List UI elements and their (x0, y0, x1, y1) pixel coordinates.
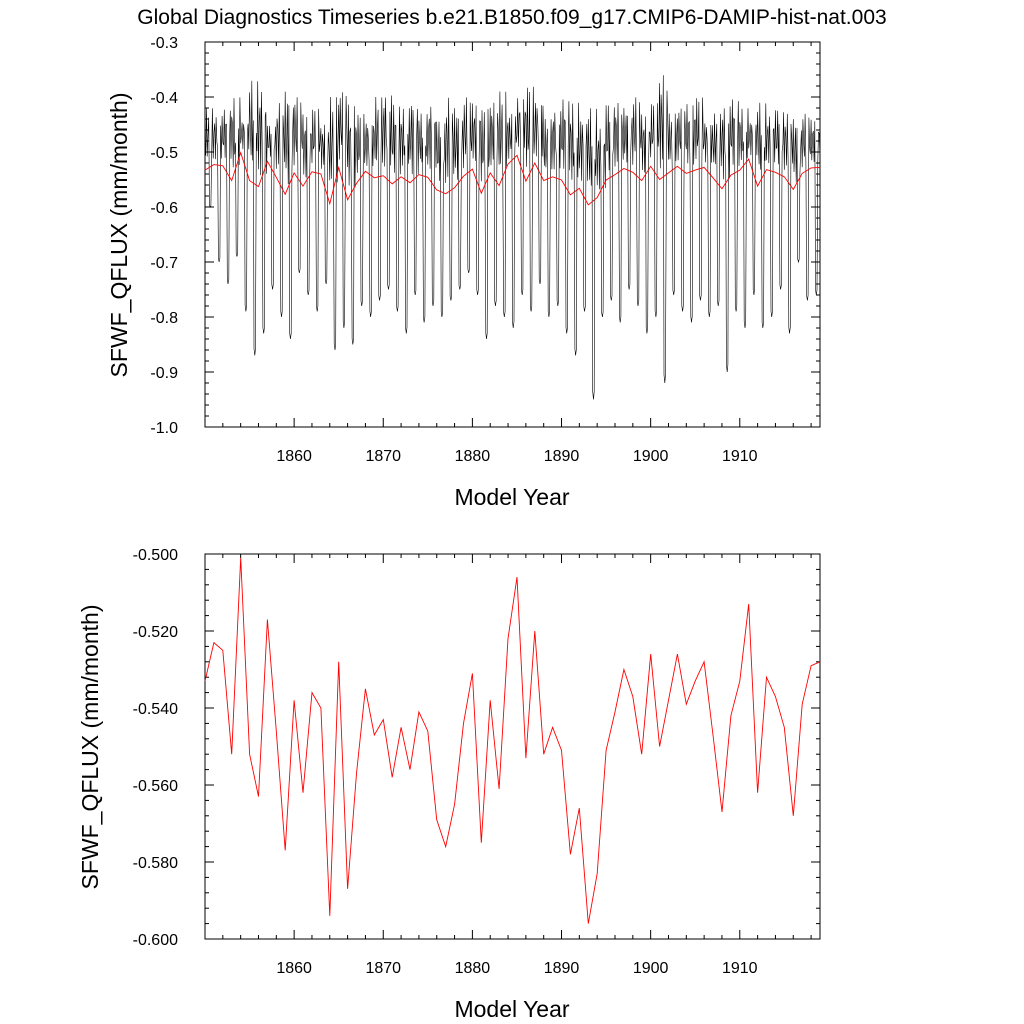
top-x-tick-label: 1870 (365, 448, 401, 465)
bottom-x-tick-label: 1860 (276, 960, 312, 977)
bottom-ticks: 1860 1870 1880 1890 1900 1910 -0.500 -0.520 -0.5… (133, 547, 820, 977)
bottom-y-tick-label: -0.580 (133, 855, 178, 872)
top-x-tick-label: 1890 (544, 448, 580, 465)
bottom-y-axis-title: SFWF_QFLUX (mm/month) (77, 605, 103, 890)
bottom-x-tick-label: 1890 (544, 960, 580, 977)
top-x-tick-label: 1880 (455, 448, 491, 465)
bottom-x-tick-label: 1880 (455, 960, 491, 977)
top-y-tick-label: -0.8 (150, 310, 178, 327)
annual-mean-line (204, 557, 821, 924)
top-panel: 1860 1870 1880 1890 1900 1910 -0.3 -0.4 -0.5 -0.6… (106, 35, 821, 510)
bottom-y-tick-label: -0.600 (133, 932, 178, 949)
top-y-tick-label: -1.0 (150, 420, 178, 437)
top-y-tick-label: -0.4 (150, 90, 178, 107)
bottom-panel: 1860 1870 1880 1890 1900 1910 -0.500 -0.520 -0.5… (77, 547, 821, 1022)
top-ticks: 1860 1870 1880 1890 1900 1910 -0.3 -0.4 -0.5 -0.6… (150, 35, 820, 465)
monthly-line (204, 75, 821, 400)
top-y-tick-label: -0.9 (150, 365, 178, 382)
annual-mean-line (204, 151, 821, 206)
top-x-axis-title: Model Year (454, 484, 569, 510)
bottom-y-tick-label: -0.520 (133, 624, 178, 641)
top-y-axis-title: SFWF_QFLUX (mm/month) (106, 93, 132, 378)
bottom-y-tick-label: -0.560 (133, 778, 178, 795)
top-y-tick-label: -0.7 (150, 255, 178, 272)
top-x-tick-label: 1860 (276, 448, 312, 465)
top-y-tick-label: -0.6 (150, 200, 178, 217)
bottom-series (204, 557, 821, 924)
top-series (204, 75, 821, 400)
top-x-tick-label: 1900 (633, 448, 669, 465)
bottom-x-axis-title: Model Year (454, 996, 569, 1022)
top-y-tick-label: -0.5 (150, 145, 178, 162)
bottom-y-tick-label: -0.500 (133, 547, 178, 564)
bottom-x-tick-label: 1910 (722, 960, 758, 977)
bottom-plot-frame (204, 553, 821, 940)
bottom-x-tick-label: 1900 (633, 960, 669, 977)
bottom-x-tick-label: 1870 (365, 960, 401, 977)
top-x-tick-label: 1910 (722, 448, 758, 465)
figure-title: Global Diagnostics Timeseries b.e21.B185… (137, 6, 886, 29)
top-y-tick-label: -0.3 (150, 35, 178, 52)
bottom-y-tick-label: -0.540 (133, 701, 178, 718)
top-plot-frame (204, 41, 821, 428)
